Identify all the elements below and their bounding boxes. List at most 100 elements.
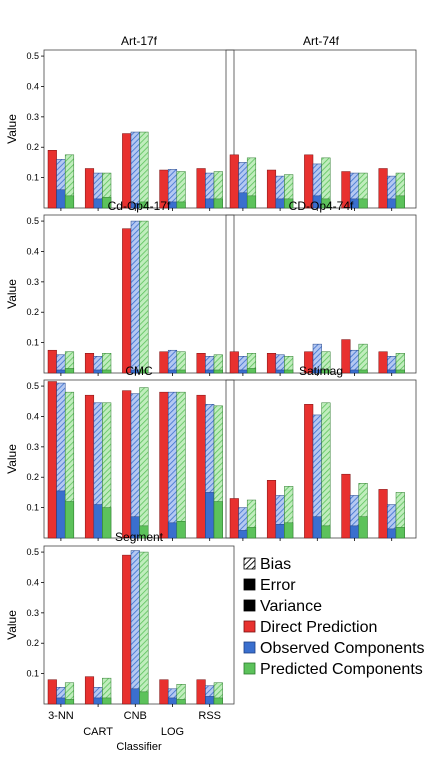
y-tick-label: 0.4 — [26, 411, 39, 421]
bar-direct-prediction — [159, 351, 169, 374]
bar-direct-prediction — [122, 133, 132, 209]
x-category-label: RSS — [198, 710, 221, 722]
bar-predicted-variance — [139, 691, 149, 705]
bar-predicted-bias — [139, 220, 149, 374]
y-tick-label: 0.5 — [26, 51, 39, 61]
bar-observed-variance — [205, 492, 215, 539]
bar-observed-bias — [130, 131, 140, 209]
bar-predicted-variance — [64, 368, 75, 374]
bar-predicted-variance — [139, 525, 149, 539]
bar-predicted-variance — [321, 369, 331, 374]
bar-direct-prediction — [229, 351, 239, 374]
bar-observed-variance — [56, 369, 66, 374]
bar-predicted-variance — [395, 195, 405, 209]
y-tick-label: 0.4 — [26, 246, 39, 256]
bar-observed-variance — [56, 490, 66, 539]
bar-observed-variance — [56, 697, 66, 705]
bar-observed-variance — [167, 522, 178, 539]
legend-item: Predicted Components — [243, 661, 423, 678]
y-axis-label: Value — [5, 114, 19, 144]
bar-predicted-variance — [213, 369, 223, 374]
y-tick-label: 0.5 — [26, 547, 39, 557]
legend-item: Direct Prediction — [243, 619, 377, 636]
legend: Bias Error Variance Direct Prediction Observ… — [243, 556, 425, 678]
bar-predicted-variance — [64, 195, 75, 209]
bar-predicted-variance — [176, 369, 186, 374]
x-axis-labels: 3-NN CART CNB LOG RSS Classifier — [48, 710, 221, 753]
legend-item: Error — [243, 577, 296, 594]
bar-observed-variance — [56, 189, 66, 209]
legend-label: Direct Prediction — [260, 619, 377, 636]
bar-observed-variance — [312, 516, 322, 539]
y-tick-label: 0.2 — [26, 307, 39, 317]
bar-observed-variance — [349, 369, 360, 374]
bar-predicted-variance — [358, 369, 368, 374]
bar-observed-bias — [349, 349, 360, 374]
bar-direct-prediction — [84, 168, 95, 209]
bar-observed-variance — [387, 198, 397, 209]
panels: Art-17f 0.1 0.2 0.3 0.4 0.5 Value Art-74f Cd-Op4… — [5, 34, 417, 707]
y-tick-label: 0.2 — [26, 638, 39, 648]
y-tick-label: 0.3 — [26, 442, 39, 452]
bar-direct-prediction — [266, 169, 277, 209]
bar-observed-bias — [167, 349, 178, 374]
bar-direct-prediction — [159, 679, 169, 705]
bar-direct-prediction — [196, 394, 206, 539]
bar-direct-prediction — [47, 150, 57, 209]
bar-direct-prediction — [378, 489, 388, 539]
bar-direct-prediction — [47, 349, 57, 374]
legend-label: Observed Components — [260, 640, 425, 657]
bar-observed-variance — [167, 369, 178, 374]
bar-predicted-variance — [139, 201, 149, 209]
bar-direct-prediction — [122, 554, 132, 705]
bar-predicted-variance — [284, 369, 294, 374]
y-tick-label: 0.3 — [26, 112, 39, 122]
bar-observed-bias — [130, 220, 140, 374]
bar-predicted-bias — [139, 131, 149, 209]
panel-art-17f: Art-17f 0.1 0.2 0.3 0.4 0.5 Value — [5, 34, 235, 211]
x-category-label: LOG — [161, 726, 184, 738]
panel-title: Art-17f — [121, 34, 158, 48]
bar-predicted-variance — [213, 198, 223, 209]
bar-predicted-variance — [102, 697, 112, 705]
bar-direct-prediction — [341, 473, 351, 539]
y-tick-label: 0.5 — [26, 216, 39, 226]
bar-direct-prediction — [304, 404, 314, 539]
bar-predicted-variance — [246, 368, 257, 374]
bar-direct-prediction — [84, 353, 95, 374]
bar-observed-variance — [93, 697, 103, 705]
y-tick-label: 0.4 — [26, 577, 39, 587]
bar-direct-prediction — [47, 381, 57, 539]
panel-title: Cd-Op4-17f — [108, 199, 171, 213]
legend-swatch — [243, 578, 256, 591]
bar-direct-prediction — [196, 679, 206, 705]
bar-observed-variance — [93, 504, 103, 539]
bar-predicted-variance — [284, 198, 294, 209]
y-axis-label: Value — [5, 444, 19, 474]
bar-observed-variance — [238, 192, 248, 209]
x-category-label: 3-NN — [48, 710, 74, 722]
bar-predicted-bias — [321, 402, 331, 539]
panel-title: Art-74f — [303, 34, 340, 48]
bar-direct-prediction — [229, 154, 239, 209]
bar-observed-variance — [205, 369, 215, 374]
bar-direct-prediction — [229, 498, 239, 539]
y-tick-label: 0.5 — [26, 381, 39, 391]
bar-direct-prediction — [84, 676, 95, 705]
legend-item: Variance — [243, 598, 322, 615]
legend-item: Observed Components — [243, 640, 425, 657]
legend-swatch — [243, 599, 256, 612]
bar-predicted-variance — [64, 699, 75, 705]
panel-title: CD-Op4-74f — [289, 199, 354, 213]
bar-predicted-variance — [321, 525, 331, 539]
bar-observed-bias — [130, 393, 140, 539]
legend-label: Bias — [260, 556, 291, 573]
bar-direct-prediction — [47, 679, 57, 705]
bar-predicted-variance — [139, 369, 149, 374]
bar-direct-prediction — [378, 168, 388, 209]
bar-observed-variance — [167, 697, 178, 705]
legend-swatch — [243, 620, 256, 633]
bar-predicted-bias — [139, 387, 149, 539]
bar-direct-prediction — [266, 480, 277, 539]
bar-predicted-variance — [246, 527, 257, 539]
